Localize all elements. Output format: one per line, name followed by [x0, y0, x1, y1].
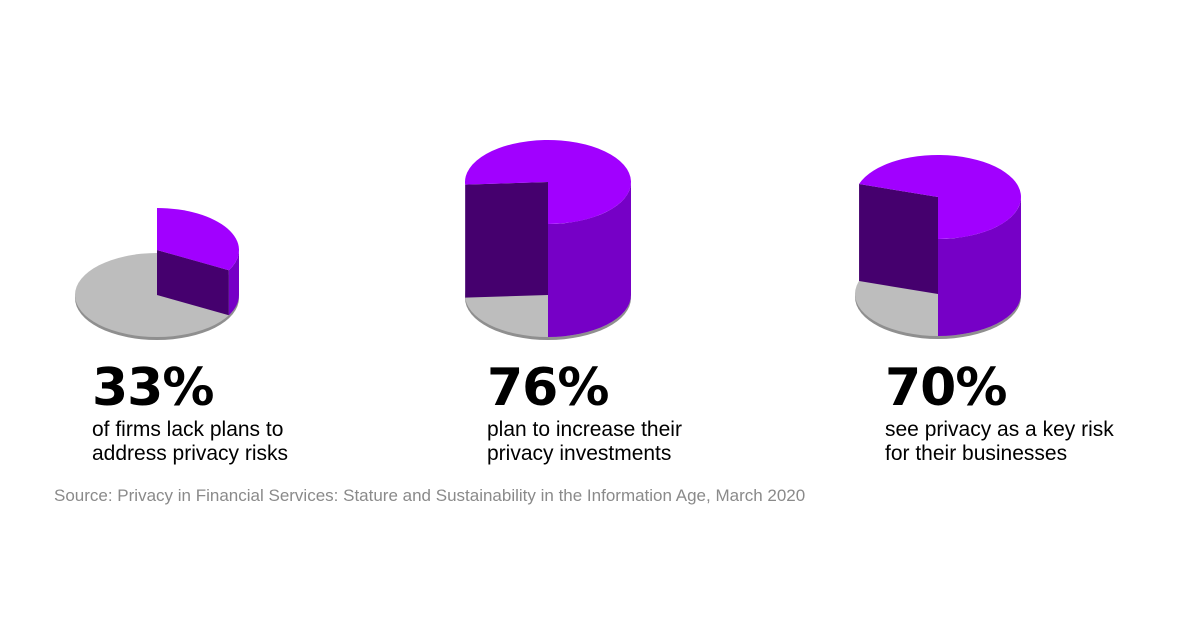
stat-block-2: 76% plan to increase their privacy inves… [487, 360, 682, 466]
pie-chart-2 [465, 140, 631, 340]
highlight-slice-side [228, 250, 239, 316]
stat-block-1: 33% of firms lack plans to address priva… [92, 360, 288, 466]
description-line: for their businesses [885, 442, 1068, 465]
description-line: plan to increase their [487, 418, 682, 441]
pie-chart-3 [855, 155, 1022, 339]
pie-chart-1 [75, 208, 239, 340]
description-line: see privacy as a key risk [885, 418, 1114, 441]
description-line: address privacy risks [92, 442, 289, 465]
highlight-slice-cut-face [157, 250, 229, 316]
description-line: of firms lack plans to [92, 418, 284, 441]
stat-percent: 76% [487, 358, 609, 418]
highlight-slice-side [938, 197, 1021, 336]
stat-description: see privacy as a key risk for their busi… [885, 418, 1114, 466]
description-line: privacy investments [487, 442, 672, 465]
stat-percent: 70% [885, 358, 1007, 418]
stat-description: plan to increase their privacy investmen… [487, 418, 682, 466]
highlight-slice-cut-face [859, 184, 938, 294]
source-note: Source: Privacy in Financial Services: S… [54, 486, 806, 505]
stat-block-3: 70% see privacy as a key risk for their … [885, 360, 1114, 466]
highlight-slice-top [157, 208, 239, 271]
stat-percent: 33% [92, 358, 214, 418]
highlight-slice-top [465, 140, 631, 224]
stat-description: of firms lack plans to address privacy r… [92, 418, 288, 466]
highlight-slice-top [859, 155, 1022, 240]
highlight-slice-cut-face [465, 182, 548, 298]
highlight-slice-side [548, 182, 631, 337]
